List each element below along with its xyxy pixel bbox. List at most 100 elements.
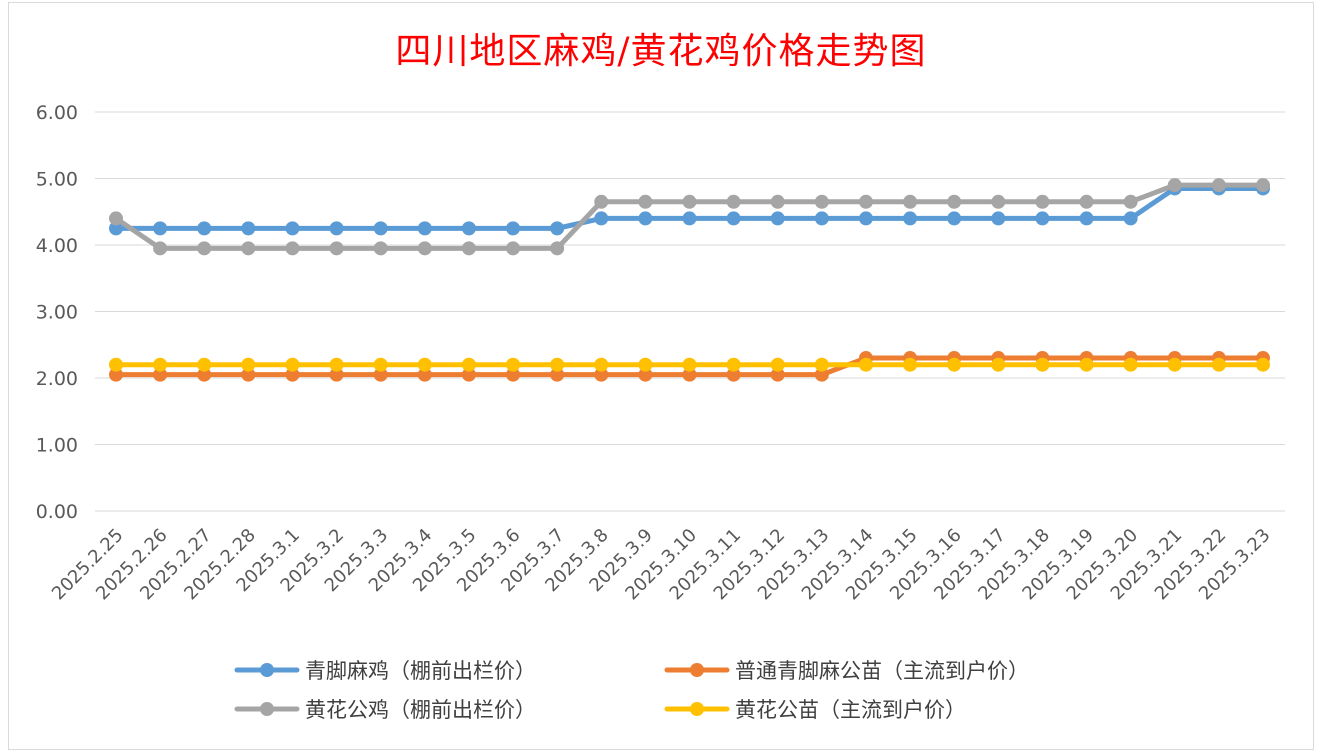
data-point xyxy=(285,367,300,382)
data-point xyxy=(329,241,344,256)
data-point xyxy=(770,367,785,382)
data-point xyxy=(903,211,918,226)
data-point xyxy=(1167,357,1182,372)
data-point xyxy=(1211,178,1226,193)
data-point xyxy=(1079,357,1094,372)
data-point xyxy=(461,221,476,236)
x-axis-ticks: 2025.2.252025.2.262025.2.272025.2.282025… xyxy=(48,525,1275,605)
data-point xyxy=(241,357,256,372)
data-point xyxy=(153,357,168,372)
data-point xyxy=(506,241,521,256)
data-point xyxy=(1211,357,1226,372)
data-point xyxy=(1079,194,1094,209)
data-point xyxy=(1035,194,1050,209)
data-point xyxy=(1035,211,1050,226)
data-point xyxy=(461,367,476,382)
data-point xyxy=(726,194,741,209)
data-point xyxy=(947,211,962,226)
data-point xyxy=(1035,357,1050,372)
legend-label: 黄花公苗（主流到户价） xyxy=(735,698,966,722)
data-point xyxy=(726,357,741,372)
data-point xyxy=(903,357,918,372)
data-point xyxy=(417,357,432,372)
legend-item: 黄花公鸡（棚前出栏价） xyxy=(234,698,536,722)
legend: 青脚麻鸡（棚前出栏价） 普通青脚麻公苗（主流到户价） 黄花公鸡（棚前出栏价） 黄花公苗… xyxy=(234,659,1029,722)
data-point xyxy=(638,194,653,209)
data-point xyxy=(197,221,212,236)
legend-swatch-marker xyxy=(690,702,704,716)
data-point xyxy=(506,367,521,382)
data-point xyxy=(726,211,741,226)
data-point xyxy=(373,221,388,236)
data-point xyxy=(1123,194,1138,209)
y-tick-label: 2.00 xyxy=(36,368,78,390)
data-point xyxy=(1079,211,1094,226)
y-tick-label: 0.00 xyxy=(36,501,78,523)
legend-item: 普通青脚麻公苗（主流到户价） xyxy=(664,659,1029,683)
data-point xyxy=(814,367,829,382)
data-point xyxy=(153,241,168,256)
data-point xyxy=(197,357,212,372)
y-tick-label: 3.00 xyxy=(36,302,78,324)
data-point xyxy=(550,367,565,382)
data-point xyxy=(373,357,388,372)
legend-label: 青脚麻鸡（棚前出栏价） xyxy=(305,659,536,683)
data-point xyxy=(241,241,256,256)
data-point xyxy=(991,357,1006,372)
data-point xyxy=(550,221,565,236)
data-point xyxy=(506,357,521,372)
series-2 xyxy=(109,178,1270,256)
data-point xyxy=(638,357,653,372)
data-point xyxy=(373,241,388,256)
data-point xyxy=(638,211,653,226)
data-point xyxy=(1256,357,1270,372)
y-tick-label: 5.00 xyxy=(36,169,78,191)
data-point xyxy=(550,357,565,372)
data-point xyxy=(770,194,785,209)
data-point xyxy=(153,367,168,382)
data-point xyxy=(329,357,344,372)
data-point xyxy=(814,211,829,226)
legend-swatch-marker xyxy=(690,663,704,677)
gridlines xyxy=(95,111,1285,512)
series-0 xyxy=(109,181,1270,236)
legend-label: 黄花公鸡（棚前出栏价） xyxy=(305,698,536,722)
data-point xyxy=(682,357,697,372)
data-point xyxy=(550,241,565,256)
data-point xyxy=(1123,357,1138,372)
data-point xyxy=(461,357,476,372)
data-point xyxy=(373,367,388,382)
legend-swatch-marker xyxy=(260,702,274,716)
data-point xyxy=(594,357,609,372)
data-point xyxy=(814,357,829,372)
data-point xyxy=(858,194,873,209)
data-point xyxy=(682,194,697,209)
data-point xyxy=(109,221,123,236)
data-point xyxy=(241,221,256,236)
data-point xyxy=(594,211,609,226)
data-point xyxy=(285,241,300,256)
data-point xyxy=(947,357,962,372)
y-tick-label: 6.00 xyxy=(36,102,78,124)
data-point xyxy=(638,367,653,382)
series-lines xyxy=(109,178,1270,382)
data-point xyxy=(241,367,256,382)
data-point xyxy=(417,241,432,256)
data-point xyxy=(947,194,962,209)
data-point xyxy=(153,221,168,236)
data-point xyxy=(329,221,344,236)
data-point xyxy=(329,367,344,382)
y-tick-label: 4.00 xyxy=(36,235,78,257)
data-point xyxy=(1256,178,1270,193)
data-point xyxy=(594,194,609,209)
data-point xyxy=(285,357,300,372)
legend-item: 黄花公苗（主流到户价） xyxy=(664,698,966,722)
y-tick-label: 1.00 xyxy=(36,435,78,457)
legend-swatch-marker xyxy=(260,663,274,677)
data-point xyxy=(858,211,873,226)
data-point xyxy=(109,357,123,372)
data-point xyxy=(682,211,697,226)
data-point xyxy=(903,194,918,209)
data-point xyxy=(109,211,123,226)
